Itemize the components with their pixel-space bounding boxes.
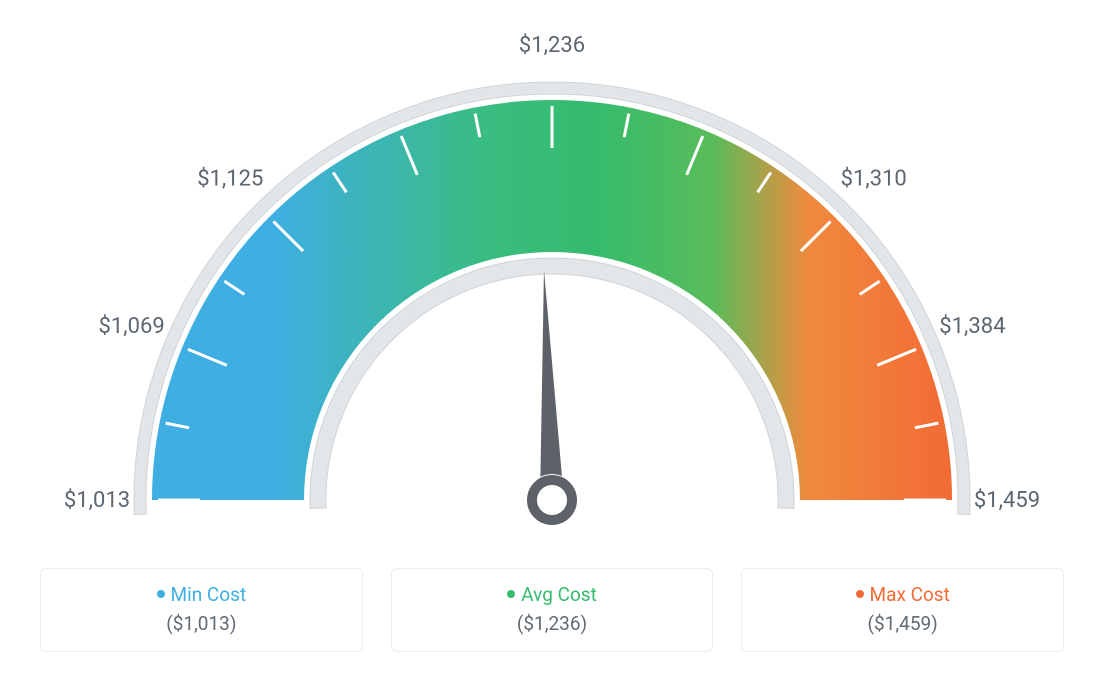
legend-card-avg: Avg Cost ($1,236) [391,568,714,652]
legend-title-avg: Avg Cost [392,583,713,606]
legend-title-avg-text: Avg Cost [521,583,597,606]
legend-title-min: Min Cost [41,583,362,606]
legend-title-min-text: Min Cost [171,583,247,606]
svg-text:$1,310: $1,310 [841,166,907,191]
legend-dot-max [856,590,864,598]
legend-value-min: ($1,013) [41,612,362,635]
legend-title-max: Max Cost [742,583,1063,606]
svg-text:$1,013: $1,013 [64,488,130,513]
svg-text:$1,384: $1,384 [939,314,1005,339]
gauge-chart: $1,013 $1,069 $1,125 $1,236 $1,310 $1,384 $1,4… [0,10,1104,540]
svg-text:$1,236: $1,236 [519,33,585,58]
legend-value-max: ($1,459) [742,612,1063,635]
legend-row: Min Cost ($1,013) Avg Cost ($1,236) Max … [0,568,1104,652]
legend-title-max-text: Max Cost [870,583,950,606]
svg-text:$1,459: $1,459 [974,488,1040,513]
svg-text:$1,125: $1,125 [197,166,263,191]
legend-card-max: Max Cost ($1,459) [741,568,1064,652]
legend-value-avg: ($1,236) [392,612,713,635]
legend-dot-min [157,590,165,598]
gauge-svg: $1,013 $1,069 $1,125 $1,236 $1,310 $1,384 $1,4… [32,10,1072,540]
legend-card-min: Min Cost ($1,013) [40,568,363,652]
legend-dot-avg [507,590,515,598]
svg-text:$1,069: $1,069 [99,314,165,339]
